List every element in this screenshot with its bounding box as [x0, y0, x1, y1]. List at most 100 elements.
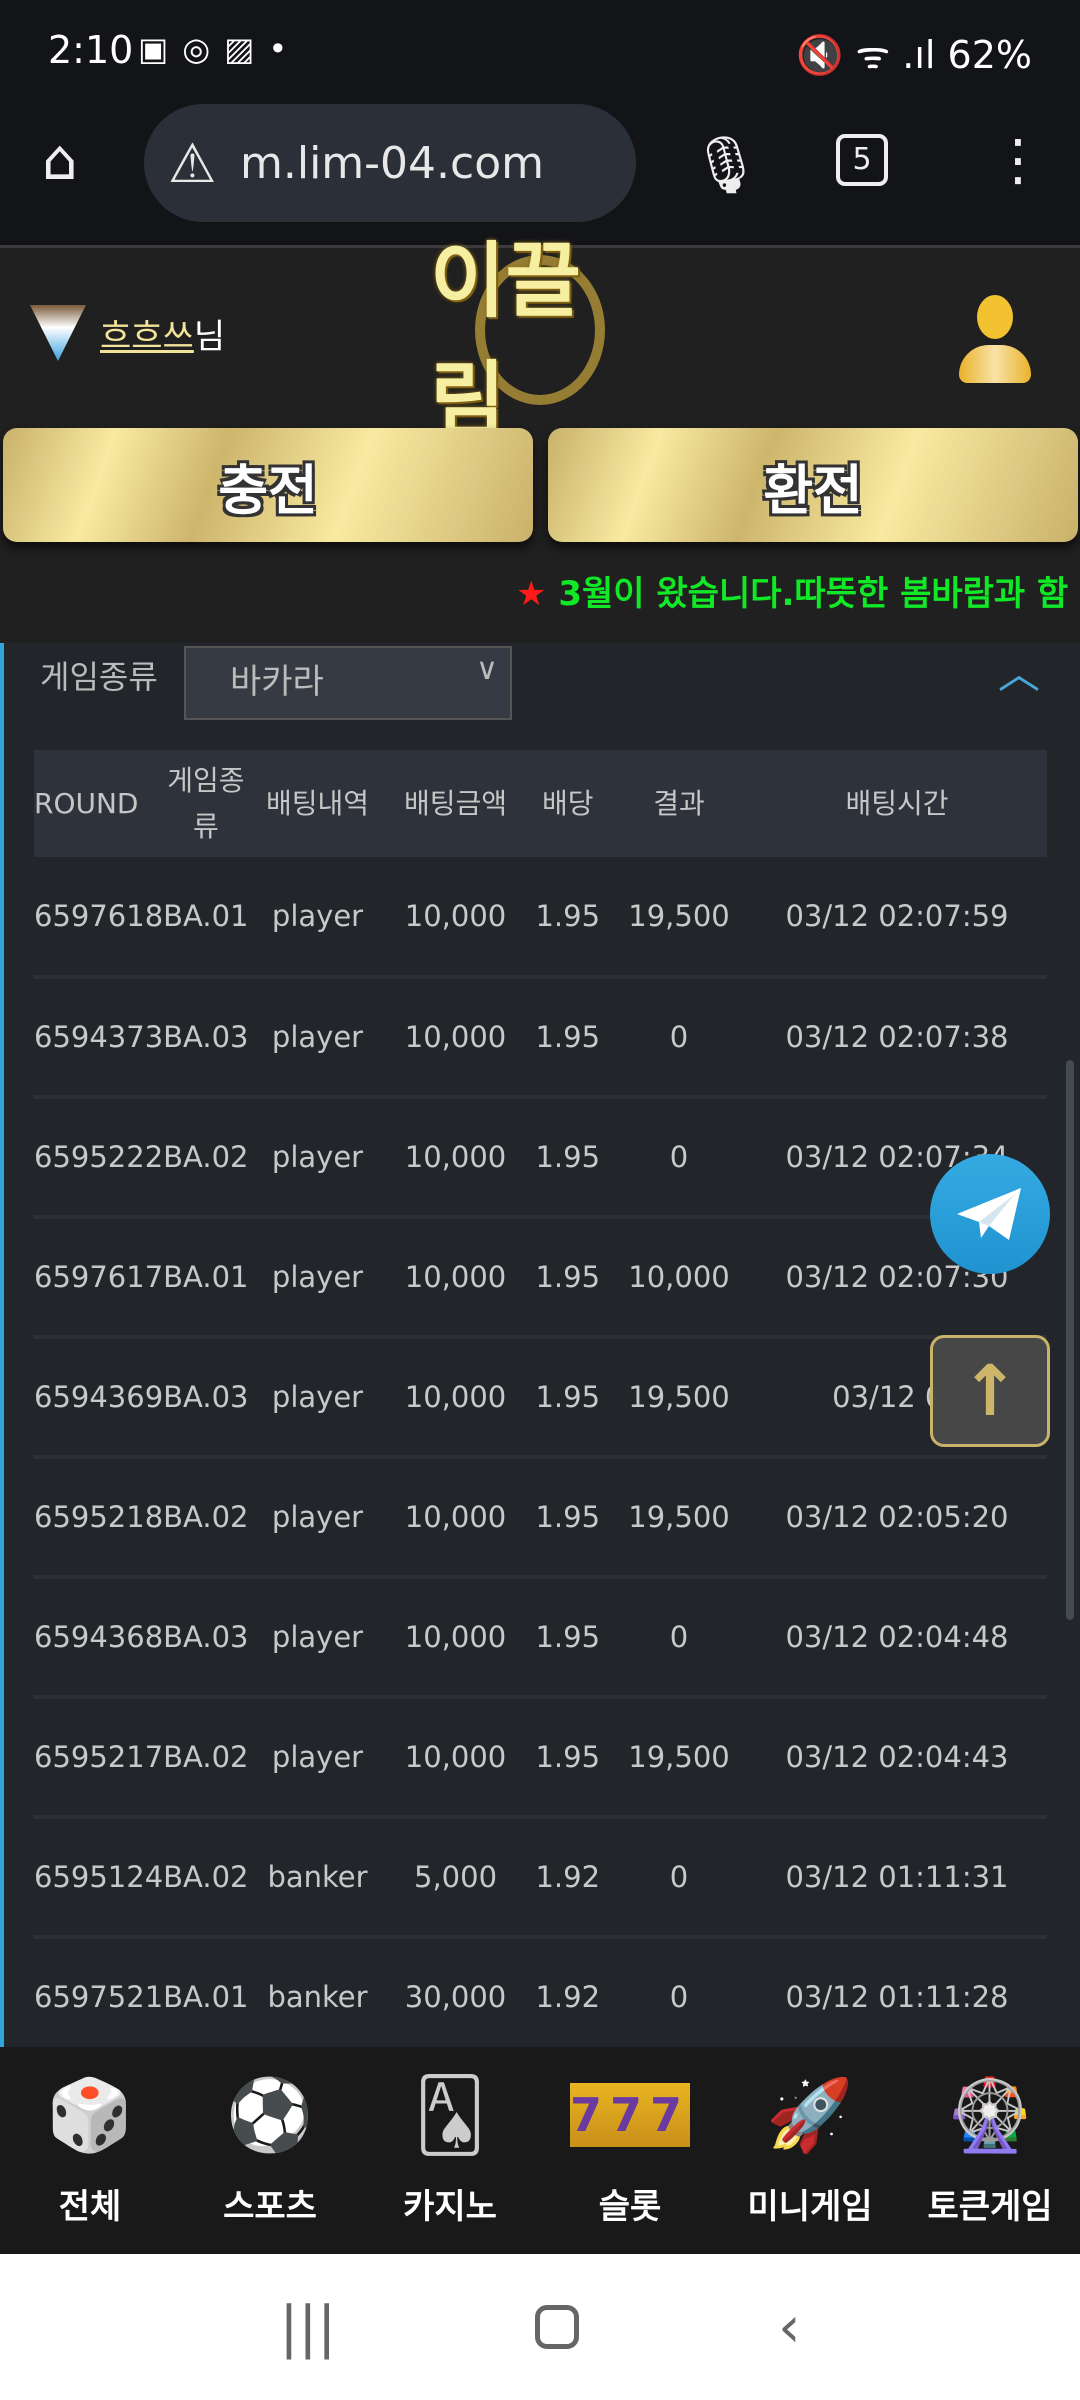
tab-count-button[interactable]: 5: [836, 134, 888, 186]
cell-amount: 10,000: [404, 1020, 507, 1054]
signal-icons: 🔇 ᯤ .ıl: [796, 33, 948, 77]
roulette-icon: 🎡: [946, 2073, 1034, 2156]
scroll-to-top-button[interactable]: ↑: [930, 1335, 1050, 1447]
user-info[interactable]: 흐흐쓰 님: [30, 305, 225, 361]
cell-bet-detail: player: [271, 1500, 364, 1534]
table-row: 6597618 BA.01 player 10,000 1.95 19,500 03/12 …: [34, 857, 1047, 977]
slot-text: 777: [569, 2083, 691, 2147]
cell-time: 03/12 02:04:48: [785, 1620, 1009, 1654]
collapse-chevron-up-icon[interactable]: ︿: [998, 649, 1041, 698]
site-logo[interactable]: 이끌림: [430, 234, 581, 448]
cell-odds: 1.95: [535, 1140, 601, 1174]
status-right: 🔇 ᯤ .ıl 62%: [796, 28, 1032, 80]
cell-amount: 10,000: [404, 1740, 507, 1774]
col-result: 결과: [653, 786, 705, 820]
recent-apps-icon[interactable]: |||: [279, 2294, 337, 2360]
col-bet-time: 배팅시간: [845, 786, 949, 820]
url-bar[interactable]: ⚠ m.lim-04.com: [144, 104, 636, 222]
home-button-icon[interactable]: [535, 2305, 580, 2349]
col-round: ROUND: [34, 786, 139, 820]
cell-round: 6597618: [34, 899, 164, 933]
cell-result: 19,500: [628, 1500, 730, 1534]
home-icon[interactable]: ⌂: [42, 128, 78, 193]
cell-game: BA.01: [163, 1980, 249, 2014]
cell-odds: 1.95: [535, 1260, 601, 1294]
table-row: 6595218 BA.02 player 10,000 1.95 19,500 03/12 …: [34, 1457, 1047, 1577]
cell-amount: 10,000: [404, 1260, 507, 1294]
slot-777-icon: 777: [569, 2065, 691, 2165]
exchange-button[interactable]: 환전: [548, 428, 1078, 542]
warning-icon[interactable]: ⚠: [168, 132, 217, 195]
bet-history-table: ROUND 게임종류 배팅내역 배팅금액 배당 결과 배팅시간 6597618 B…: [34, 750, 1047, 2059]
notice-text: 3월이 왔습니다.따뜻한 봄바람과 함: [558, 574, 1069, 614]
cell-odds: 1.95: [535, 1740, 601, 1774]
cell-amount: 10,000: [404, 1500, 507, 1534]
cell-odds: 1.95: [535, 899, 601, 933]
cell-time: 03/12 02:05:20: [785, 1500, 1009, 1534]
arrow-up-icon: ↑: [960, 1350, 1020, 1432]
nav-label: 미니게임: [747, 2187, 873, 2227]
cell-time: 03/12 01:11:31: [785, 1860, 1009, 1894]
cell-odds: 1.95: [535, 1500, 601, 1534]
user-profile-icon[interactable]: [955, 295, 1035, 385]
cell-round: 6597521: [34, 1980, 164, 2014]
microphone-icon[interactable]: 🎙: [690, 133, 762, 198]
nav-item[interactable]: 🎲 전체: [0, 2047, 180, 2254]
game-type-select[interactable]: 바카라 ∨: [184, 646, 512, 720]
cell-bet-detail: player: [271, 1380, 364, 1414]
nav-item[interactable]: 🎡 토큰게임: [900, 2047, 1080, 2254]
cell-game: BA.02: [163, 1140, 249, 1174]
cell-game: BA.01: [163, 1260, 249, 1294]
nav-item[interactable]: ⚽ 스포츠: [180, 2047, 360, 2254]
scrollbar[interactable]: [1066, 1060, 1074, 1620]
table-row: 6595222 BA.02 player 10,000 1.95 0 03/12 02:07…: [34, 1097, 1047, 1217]
bet-history-panel: [0, 643, 1080, 2047]
col-bet-detail: 배팅내역: [265, 786, 370, 820]
cell-result: 19,500: [628, 899, 730, 933]
cell-time: 03/12 02:07:38: [785, 1020, 1009, 1054]
cell-time: 03/12 02:07:59: [785, 899, 1009, 933]
telegram-button[interactable]: [930, 1154, 1050, 1274]
table-row: 6595124 BA.02 banker 5,000 1.92 0 03/12 01:11:…: [34, 1817, 1047, 1937]
charge-button[interactable]: 충전: [3, 428, 533, 542]
battery-percent: 62%: [947, 33, 1032, 77]
cell-time: 03/12 01:11:28: [785, 1980, 1009, 2014]
dice-icon: 🎲: [46, 2073, 134, 2156]
cell-game: BA.03: [163, 1380, 249, 1414]
cell-bet-detail: player: [271, 1260, 364, 1294]
telegram-icon: [957, 1188, 1021, 1240]
notice-marquee: ★ 3월이 왔습니다.따뜻한 봄바람과 함: [516, 566, 1068, 615]
cell-round: 6594369: [34, 1380, 164, 1414]
table-row: 6597617 BA.01 player 10,000 1.95 10,000 03/12 …: [34, 1217, 1047, 1337]
cell-result: 19,500: [628, 1740, 730, 1774]
more-menu-icon[interactable]: ⋮: [990, 128, 1046, 193]
col-bet-amount: 배팅금액: [404, 786, 508, 820]
bottom-nav: 🎲 전체 ⚽ 스포츠 🂡 카지노 777 슬롯 🚀 미니게임 🎡 토큰게임: [0, 2047, 1080, 2254]
cell-amount: 10,000: [404, 1380, 507, 1414]
cell-bet-detail: banker: [267, 1980, 368, 2014]
cell-time: 03/12 02:04:43: [785, 1740, 1009, 1774]
cell-round: 6595217: [34, 1740, 164, 1774]
username[interactable]: 흐흐쓰: [100, 316, 194, 357]
nav-label: 카지노: [403, 2187, 497, 2227]
nav-item[interactable]: 🚀 미니게임: [720, 2047, 900, 2254]
nav-label: 토큰게임: [927, 2187, 1053, 2227]
cell-odds: 1.92: [535, 1980, 601, 2014]
cell-round: 6595222: [34, 1140, 164, 1174]
cell-amount: 10,000: [404, 1140, 507, 1174]
cell-amount: 5,000: [414, 1860, 498, 1894]
cell-bet-detail: player: [271, 1140, 364, 1174]
rank-badge-icon: [30, 305, 86, 361]
nav-item[interactable]: 777 슬롯: [540, 2047, 720, 2254]
cell-result: 0: [669, 1020, 689, 1054]
table-row: 6594373 BA.03 player 10,000 1.95 0 03/12 02:07…: [34, 977, 1047, 1097]
cell-game: BA.02: [163, 1740, 249, 1774]
col-odds: 배당: [542, 786, 594, 820]
nav-item[interactable]: 🂡 카지노: [360, 2047, 540, 2254]
back-icon[interactable]: ‹: [778, 2294, 801, 2360]
cell-bet-detail: player: [271, 1620, 364, 1654]
cell-odds: 1.95: [535, 1380, 601, 1414]
cell-game: BA.03: [163, 1020, 249, 1054]
cell-odds: 1.95: [535, 1020, 601, 1054]
table-header-row: ROUND 게임종류 배팅내역 배팅금액 배당 결과 배팅시간: [34, 750, 1047, 857]
